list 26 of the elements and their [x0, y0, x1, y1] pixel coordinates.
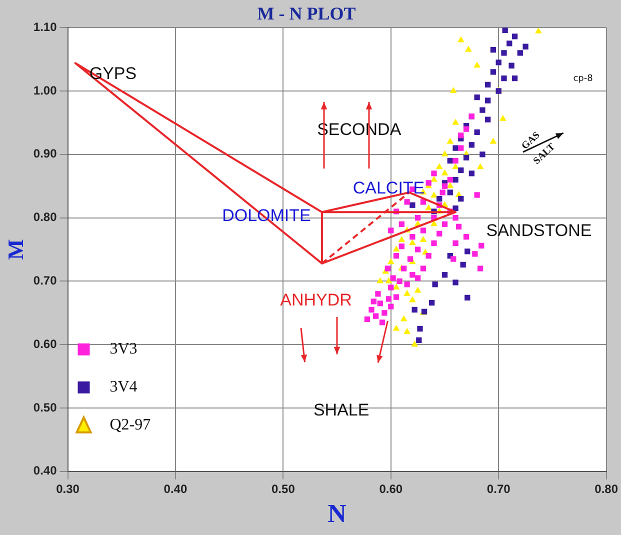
- y-tick-label: 0.70: [33, 274, 58, 288]
- y-tick-label: 0.80: [33, 210, 58, 224]
- chart-title: M - N PLOT: [257, 3, 356, 24]
- x-tick-label: 0.50: [272, 482, 296, 496]
- y-tick-label: 0.90: [33, 146, 58, 161]
- annotation: GYPS: [89, 64, 137, 83]
- annotation: SHALE: [313, 400, 370, 420]
- y-axis-title: M: [2, 238, 28, 260]
- x-tick-label: 0.40: [164, 482, 188, 496]
- annotation: ANHYDR: [280, 290, 352, 310]
- x-tick-label: 0.80: [594, 482, 618, 496]
- legend-label: 3V3: [110, 340, 138, 358]
- x-tick-label: 0.30: [56, 482, 80, 496]
- annotation: SANDSTONE: [486, 220, 592, 240]
- x-axis-title: N: [328, 499, 347, 528]
- legend-label: Q2-97: [110, 416, 151, 434]
- y-tick-label: 1.00: [33, 83, 58, 98]
- annotation: cp-8: [573, 74, 594, 84]
- legend-label: 3V4: [110, 378, 138, 396]
- y-tick-label: 0.40: [33, 464, 58, 478]
- x-tick-label: 0.60: [379, 482, 403, 496]
- annotation: CALCITE: [352, 178, 425, 198]
- y-tick-label: 0.50: [33, 400, 58, 414]
- y-tick-label: 0.60: [33, 336, 58, 351]
- x-tick-label: 0.70: [486, 482, 511, 496]
- y-tick-label: 1.10: [33, 20, 58, 34]
